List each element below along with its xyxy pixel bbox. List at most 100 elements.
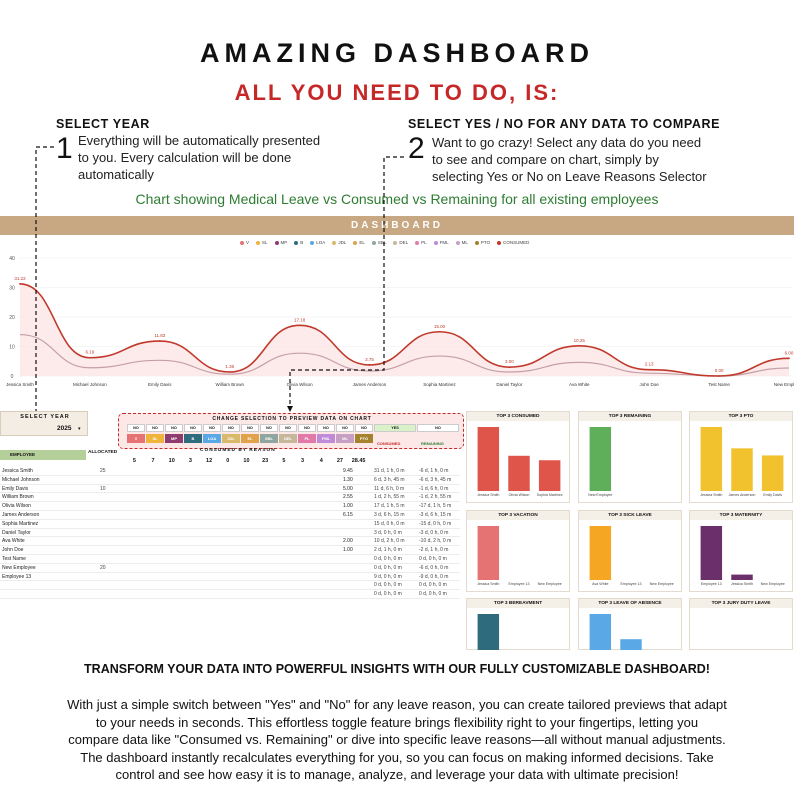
legend-swatch — [353, 240, 358, 245]
yes-no-dropdown[interactable]: NO — [165, 424, 183, 432]
reason-total: 5 — [282, 458, 286, 464]
chevron-down-icon[interactable]: ▾ — [78, 426, 81, 432]
mini-bar — [589, 526, 612, 580]
legend-label: B — [300, 240, 304, 245]
consumed-value: 0 d, 0 h, 0 m — [374, 591, 402, 598]
year-dropdown[interactable]: 2025 — [57, 425, 72, 432]
yes-no-dropdown[interactable]: NO — [355, 424, 373, 432]
data-label: 3.75 — [365, 357, 374, 362]
data-label: 15.00 — [434, 324, 446, 329]
mini-chart-svg: Jessica Smith Employee 13 New Employee — [477, 526, 562, 586]
consumed-value: 1 d, 2 h, 55 m — [374, 494, 405, 501]
mini-chart: TOP 3 MATERNITY Employee 13 Jessica Smith N… — [689, 510, 793, 592]
employee-name: Olivia Wilson — [2, 503, 31, 510]
legend-swatch — [310, 240, 315, 245]
table-row: Michael Johnson 1.30 6 d, 3 h, 45 m -6 d, 3… — [0, 476, 460, 485]
remaining-value: -6 d, 1 h, 0 m — [419, 468, 449, 474]
x-tick-label: Michael Johnson — [73, 382, 107, 387]
yes-no-dropdown[interactable]: NO — [146, 424, 164, 432]
step1-desc-line: to you. Every calculation will be done — [78, 150, 292, 165]
legend-item: PTO — [474, 240, 490, 245]
data-point — [508, 366, 511, 369]
mini-chart-title: TOP 3 LEAVE OF ABSENCE — [579, 599, 681, 608]
yes-no-dropdown[interactable]: NO — [417, 424, 459, 432]
mini-bar — [538, 460, 561, 491]
step1-number: 1 — [56, 132, 73, 165]
hours-value: 6.15 — [343, 511, 353, 518]
mini-bar — [620, 639, 642, 650]
step2-heading: SELECT YES / NO FOR ANY DATA TO COMPARE — [408, 117, 721, 131]
mini-bar-label: Employee 13 — [509, 582, 530, 586]
table-row: Sophia Martinez 15 d, 0 h, 0 m -15 d, 0 h,… — [0, 520, 460, 529]
consumed-value: 0 d, 0 h, 0 m — [374, 564, 402, 571]
remaining-value: -3 d, 0 h, 0 m — [419, 529, 449, 536]
reason-row: V SL MP B LOA JDL EL SBL DEL PL FML ML PTO — [127, 434, 373, 443]
consumed-value: 0 d, 0 h, 0 m — [374, 582, 402, 589]
legend-item: B — [294, 240, 303, 245]
data-point — [648, 368, 651, 371]
y-tick-label: 0 — [11, 374, 14, 380]
consumed-value: 9 d, 0 h, 0 m — [374, 573, 402, 580]
main-chart: V SL MP B LOA JDL EL SBL DEL PL FML ML PTO CONSUMED 0… — [0, 236, 794, 406]
reason-label: MP — [165, 434, 183, 443]
data-label: 6.19 — [86, 350, 95, 355]
yes-no-dropdown[interactable]: NO — [127, 424, 145, 432]
reason-label: SBL — [260, 434, 278, 443]
yes-no-dropdown[interactable]: NO — [336, 424, 354, 432]
legend-label: PL — [421, 240, 427, 245]
data-point — [158, 340, 161, 343]
mini-chart-title: TOP 3 PTO — [690, 412, 792, 421]
yes-no-dropdown[interactable]: NO — [184, 424, 202, 432]
mini-bar-label: Ava White — [592, 582, 608, 586]
mini-bar-label: New Employee — [588, 493, 612, 497]
mini-bar — [731, 448, 753, 491]
yes-no-dropdown[interactable]: YES — [374, 424, 416, 432]
reason-label: B — [184, 434, 202, 443]
table-row: Employee 13 9 d, 0 h, 0 m -9 d, 0 h, 0 m — [0, 573, 460, 582]
allocated-header: ALLOCATED — [88, 450, 118, 455]
x-tick-label: Sophia Martinez — [423, 382, 456, 387]
reason-total: 12 — [206, 458, 213, 464]
mini-chart: TOP 3 PTO Jessica Smith James Anderson Emil… — [689, 411, 793, 503]
x-tick-label: Emily Davis — [148, 382, 172, 387]
yes-no-dropdown[interactable]: NO — [222, 424, 240, 432]
yes-no-dropdown[interactable]: NO — [203, 424, 221, 432]
mini-chart: TOP 3 VACATION Jessica Smith Employee 13 Ne… — [466, 510, 570, 592]
legend-item: CONSUMED — [497, 240, 529, 245]
yes-no-dropdown[interactable]: NO — [260, 424, 278, 432]
mini-bar-label: Employee 13 — [701, 582, 722, 586]
leave-reason-selector: CHANGE SELECTION TO PREVIEW DATA ON CHAR… — [118, 413, 464, 449]
mini-chart-title: TOP 3 BEREAVMENT — [467, 599, 569, 608]
yes-no-dropdown[interactable]: NO — [241, 424, 259, 432]
legend-item: FML — [433, 240, 449, 245]
data-label: 3.00 — [505, 359, 514, 364]
yes-no-dropdown[interactable]: NO — [279, 424, 297, 432]
mini-chart-svg: Jessica Smith Olivia Wilson Sophia Martine… — [477, 427, 563, 497]
step2-description: Want to go crazy! Select any data do you… — [432, 134, 707, 185]
step2-arrowhead — [287, 406, 293, 412]
mini-bar — [589, 614, 612, 650]
mini-bar-label: New Employee — [650, 582, 674, 586]
consumed-area — [20, 283, 789, 376]
table-row: 0 d, 0 h, 0 m 0 d, 0 h, 0 m — [0, 590, 460, 599]
remaining-value: -10 d, 2 h, 0 m — [419, 538, 452, 545]
mini-bar — [589, 427, 612, 491]
table-row: Test Name 0 d, 0 h, 0 m 0 d, 0 h, 0 m — [0, 555, 460, 564]
yes-no-dropdown[interactable]: NO — [317, 424, 335, 432]
remaining-value: -15 d, 0 h, 0 m — [419, 520, 452, 527]
chart-caption: Chart showing Medical Leave vs Consumed … — [135, 191, 659, 207]
reason-label: PTO — [355, 434, 373, 443]
reason-label: FML — [317, 434, 335, 443]
yes-no-row: NO NO NO NO NO NO NO NO NO NO NO NO NO YES NO — [127, 424, 459, 432]
mini-chart-title: TOP 3 CONSUMED — [467, 412, 569, 421]
employee-name: Test Name — [2, 555, 26, 562]
x-tick-label: New Employee — [774, 382, 794, 387]
consumed-value: 15 d, 0 h, 0 m — [374, 520, 405, 527]
hours-value: 1.30 — [343, 476, 353, 483]
yes-no-dropdown[interactable]: NO — [298, 424, 316, 432]
bottom-line: compare data like "Consumed vs. Remainin… — [68, 732, 726, 748]
employee-name: John Doe — [2, 547, 24, 554]
mini-bar — [700, 526, 723, 580]
mini-chart: TOP 3 LEAVE OF ABSENCE — [578, 598, 682, 650]
reason-total: 28.45 — [351, 458, 366, 464]
